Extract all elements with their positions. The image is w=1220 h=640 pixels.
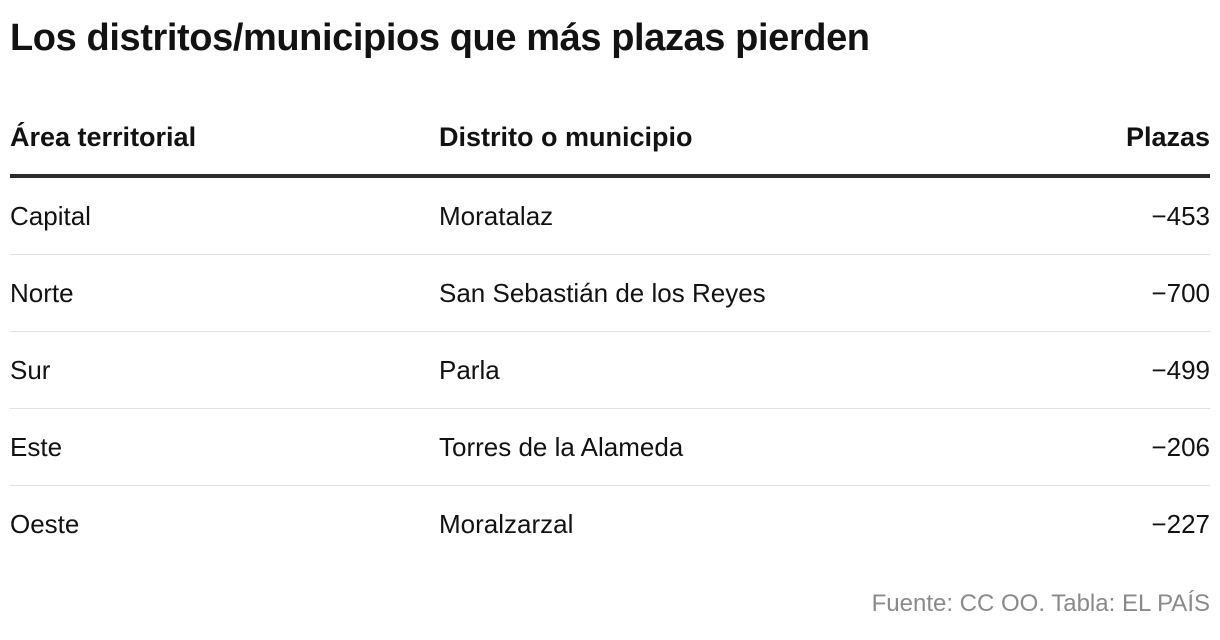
cell-plazas: −453 <box>1151 201 1210 231</box>
cell-plazas: −206 <box>1151 432 1210 462</box>
table-header-row: Área territorial Distrito o municipio Pl… <box>10 110 1210 178</box>
table-row: Sur Parla −499 <box>10 332 1210 409</box>
cell-area: Este <box>10 432 63 462</box>
cell-area: Sur <box>10 355 51 385</box>
column-header-distrito: Distrito o municipio <box>439 122 693 152</box>
cell-area: Norte <box>10 278 74 308</box>
column-header-plazas: Plazas <box>1125 122 1210 152</box>
cell-distrito: San Sebastián de los Reyes <box>439 278 766 308</box>
table-row: Norte San Sebastián de los Reyes −700 <box>10 255 1210 332</box>
cell-distrito: Torres de la Alameda <box>439 432 684 462</box>
table-row: Capital Moratalaz −453 <box>10 178 1210 255</box>
cell-plazas: −499 <box>1151 355 1210 385</box>
data-table: Área territorial Distrito o municipio Pl… <box>10 110 1210 562</box>
column-header-area: Área territorial <box>10 122 197 152</box>
table-row: Oeste Moralzarzal −227 <box>10 486 1210 562</box>
cell-plazas: −700 <box>1151 278 1210 308</box>
table-row: Este Torres de la Alameda −206 <box>10 409 1210 486</box>
cell-distrito: Moratalaz <box>439 201 554 231</box>
source-note: Fuente: CC OO. Tabla: EL PAÍS <box>871 590 1210 617</box>
cell-distrito: Parla <box>439 355 500 385</box>
page-title: Los distritos/municipios que más plazas … <box>10 17 870 59</box>
cell-area: Capital <box>10 201 91 231</box>
cell-area: Oeste <box>10 509 80 539</box>
cell-distrito: Moralzarzal <box>439 509 574 539</box>
cell-plazas: −227 <box>1151 509 1210 539</box>
